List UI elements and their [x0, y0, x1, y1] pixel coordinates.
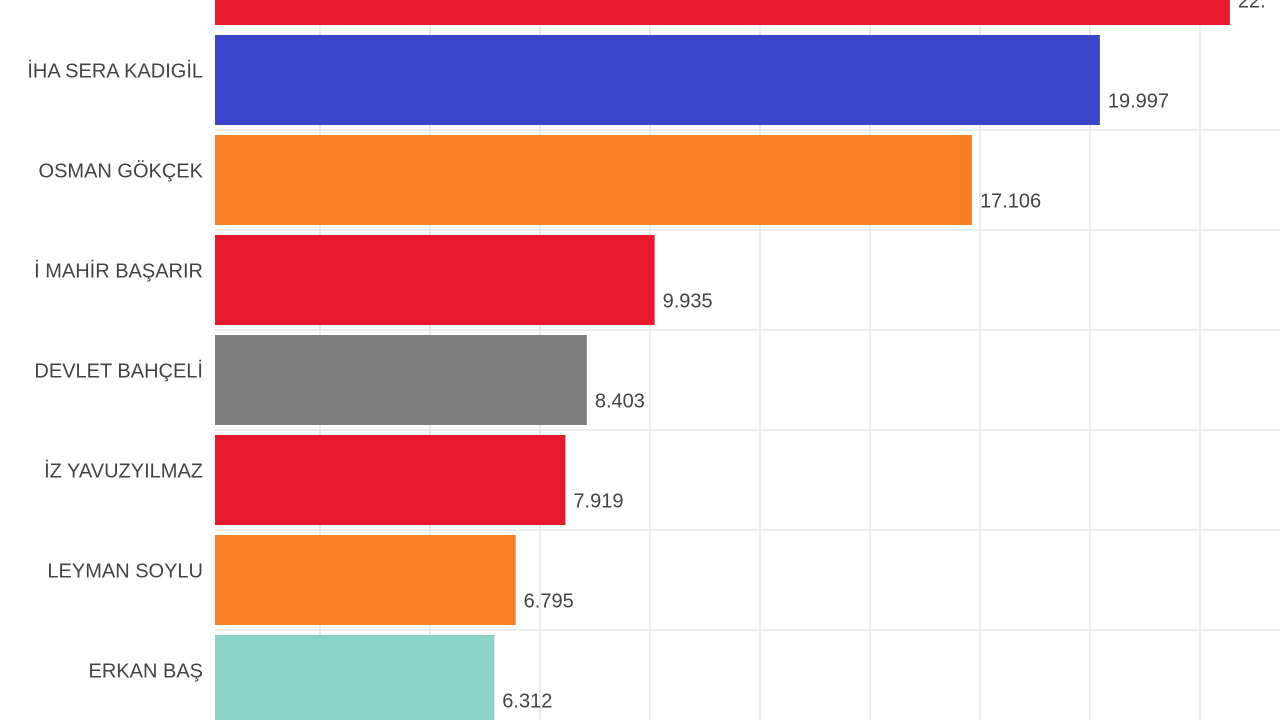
- bar: [215, 535, 516, 625]
- value-label: 9.935: [663, 290, 713, 312]
- bar: [215, 135, 972, 225]
- value-label: 6.312: [502, 690, 552, 712]
- category-label: OSMAN GÖKÇEK: [39, 160, 204, 182]
- category-label: İZ YAVUZYILMAZ: [44, 459, 203, 482]
- value-label: 7.919: [573, 490, 623, 512]
- bar: [215, 235, 655, 325]
- value-label: 19.997: [1108, 90, 1169, 112]
- value-label: 6.795: [524, 590, 574, 612]
- category-label: LEYMAN SOYLU: [47, 560, 203, 582]
- category-label: DEVLET BAHÇELİ: [34, 359, 203, 382]
- bar: [215, 335, 587, 425]
- value-label: 22.: [1238, 0, 1266, 12]
- value-label: 17.106: [980, 190, 1041, 212]
- bar: [215, 435, 566, 525]
- bar: [215, 35, 1100, 125]
- category-label: ERKAN BAŞ: [89, 660, 203, 682]
- category-label: İHA SERA KADIGİL: [27, 59, 203, 82]
- bar: [215, 635, 495, 720]
- value-label: 8.403: [595, 390, 645, 412]
- bar: [215, 0, 1230, 25]
- category-label: İ MAHİR BAŞARIR: [34, 259, 203, 282]
